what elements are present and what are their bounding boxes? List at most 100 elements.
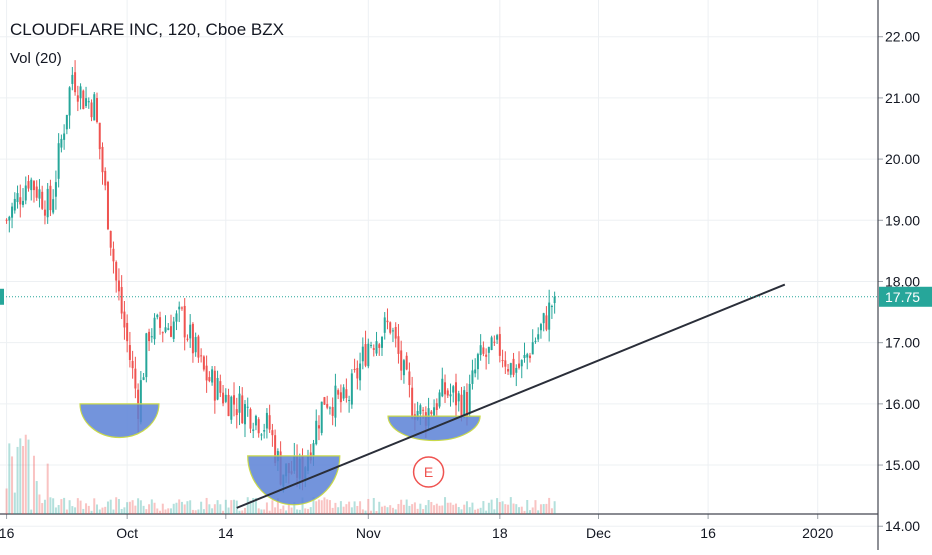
volume-bar xyxy=(381,506,384,514)
volume-bar xyxy=(304,508,307,514)
candle-body xyxy=(5,219,8,221)
volume-bar xyxy=(430,501,433,514)
volume-bar xyxy=(142,505,145,514)
candle-body xyxy=(463,390,466,417)
candle-body xyxy=(454,382,457,406)
candle-body xyxy=(339,392,342,403)
volume-bar xyxy=(487,502,490,514)
volume-bar xyxy=(534,500,537,514)
volume-bar xyxy=(46,463,49,514)
volume-bar xyxy=(246,497,249,514)
volume-bar xyxy=(326,499,329,514)
candle-body xyxy=(265,412,268,429)
volume-bar xyxy=(454,503,457,514)
volume-bar xyxy=(301,497,304,514)
candle-body xyxy=(479,345,482,356)
volume-bar xyxy=(197,509,200,514)
volume-bar xyxy=(186,501,189,514)
y-axis-tick-label: 22.00 xyxy=(885,29,920,45)
volume-bar xyxy=(539,504,542,514)
chart-title: CLOUDFLARE INC, 120, Cboe BZX xyxy=(10,20,284,39)
candle-body xyxy=(496,335,499,340)
candle-body xyxy=(509,363,512,375)
candle-body xyxy=(104,170,107,186)
volume-bar xyxy=(402,504,405,514)
volume-bar xyxy=(175,502,178,514)
volume-bar xyxy=(413,502,416,514)
candle-body xyxy=(156,314,159,318)
candle-body xyxy=(430,411,433,414)
candle-body xyxy=(553,296,556,304)
volume-indicator-label[interactable]: Vol (20) xyxy=(10,50,62,67)
candle-body xyxy=(68,87,71,116)
candle-body xyxy=(537,334,540,340)
candle-body xyxy=(194,337,197,353)
volume-bar xyxy=(446,502,449,514)
volume-bar xyxy=(504,504,507,514)
volume-bar xyxy=(27,439,30,514)
candle-body xyxy=(394,326,397,339)
last-price-badge xyxy=(879,286,932,307)
volume-bar xyxy=(13,492,16,514)
volume-bar xyxy=(490,499,493,514)
candle-body xyxy=(254,415,257,426)
candle-body xyxy=(438,392,441,407)
volume-bar xyxy=(438,505,441,514)
candle-body xyxy=(208,377,211,382)
candle-body xyxy=(460,394,463,417)
volume-bar xyxy=(180,501,183,514)
volume-bar xyxy=(356,505,359,514)
volume-bar xyxy=(82,508,85,514)
candle-body xyxy=(93,94,96,121)
volume-bar xyxy=(169,508,172,514)
volume-bar xyxy=(30,509,33,514)
volume-bar xyxy=(76,498,79,514)
volume-bar xyxy=(252,498,255,514)
volume-bar xyxy=(85,503,88,514)
volume-bar xyxy=(183,504,186,514)
volume-bar xyxy=(389,505,392,514)
volume-bar xyxy=(63,497,66,514)
candle-body xyxy=(323,397,326,405)
volume-bar xyxy=(405,499,408,514)
volume-bar xyxy=(359,501,362,514)
candle-body xyxy=(211,369,214,383)
volume-bar xyxy=(526,499,529,514)
candle-body xyxy=(35,186,38,198)
candle-body xyxy=(38,189,41,199)
candle-body xyxy=(320,401,323,433)
candle-body xyxy=(353,368,356,370)
candle-body xyxy=(444,382,447,395)
volume-bar xyxy=(164,509,167,514)
candle-body xyxy=(337,390,340,395)
candle-body xyxy=(518,363,521,368)
candle-body xyxy=(87,101,90,103)
volume-bar xyxy=(317,499,320,514)
volume-bar xyxy=(227,507,230,514)
volume-bar xyxy=(137,498,140,514)
candle-body xyxy=(350,373,353,405)
candle-body xyxy=(115,262,118,281)
volume-bar xyxy=(315,501,318,514)
x-axis-tick-label: 18 xyxy=(492,525,508,541)
candle-body xyxy=(422,409,425,411)
volume-bar xyxy=(545,503,548,514)
volume-bar xyxy=(375,510,378,514)
candle-body xyxy=(222,392,225,404)
volume-bar xyxy=(189,500,192,514)
volume-bar xyxy=(531,507,534,514)
volume-bar xyxy=(60,499,63,514)
candle-body xyxy=(263,430,266,432)
candle-body xyxy=(545,315,548,330)
candle-body xyxy=(159,317,162,328)
candle-body xyxy=(106,181,109,230)
volume-bar xyxy=(74,507,77,514)
candle-body xyxy=(348,399,351,401)
volume-bar xyxy=(485,510,488,514)
volume-bar xyxy=(38,494,41,514)
candle-body xyxy=(359,363,362,381)
volume-bar xyxy=(287,503,290,514)
volume-bar xyxy=(32,455,35,514)
